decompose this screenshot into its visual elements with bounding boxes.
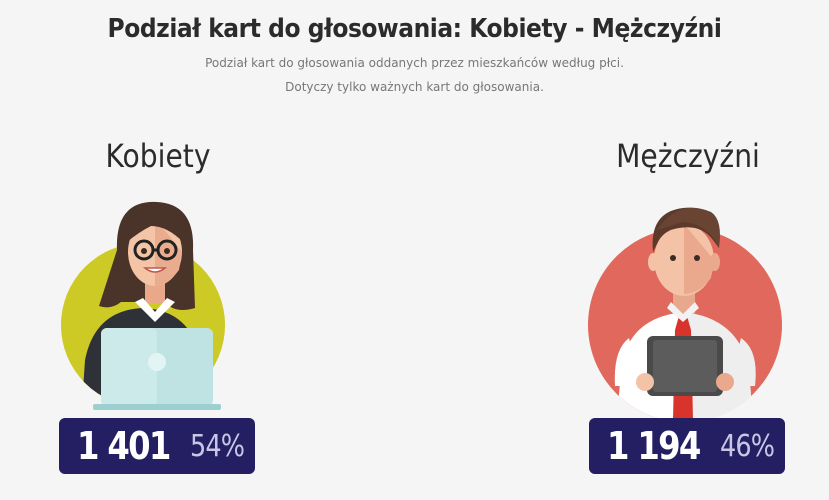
man-with-tablet-icon xyxy=(583,190,793,422)
women-stat-badge: 1 401 54% xyxy=(59,418,255,474)
men-count: 1 194 xyxy=(607,424,701,468)
woman-with-laptop-icon xyxy=(55,190,265,420)
men-stat-badge: 1 194 46% xyxy=(589,418,785,474)
women-percent: 54% xyxy=(190,428,245,464)
women-label: Kobiety xyxy=(105,137,211,175)
men-percent: 46% xyxy=(720,428,775,464)
page-title: Podział kart do głosowania: Kobiety - Mę… xyxy=(107,14,722,44)
women-count: 1 401 xyxy=(77,424,171,468)
subtitle-line-1: Podział kart do głosowania oddanych prze… xyxy=(205,56,624,70)
men-label: Mężczyźni xyxy=(616,137,760,175)
subtitle-line-2: Dotyczy tylko ważnych kart do głosowania… xyxy=(285,80,544,94)
